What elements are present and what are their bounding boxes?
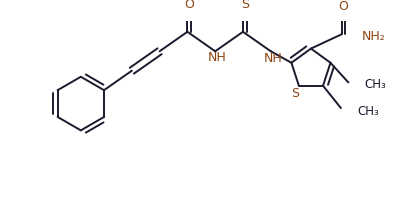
Text: O: O [339,0,348,13]
Text: CH₃: CH₃ [357,105,379,118]
Text: NH: NH [208,51,226,64]
Text: NH: NH [264,52,283,65]
Text: CH₃: CH₃ [364,78,386,91]
Text: S: S [241,0,249,11]
Text: S: S [291,87,299,100]
Text: O: O [184,0,194,11]
Text: NH₂: NH₂ [361,30,385,43]
